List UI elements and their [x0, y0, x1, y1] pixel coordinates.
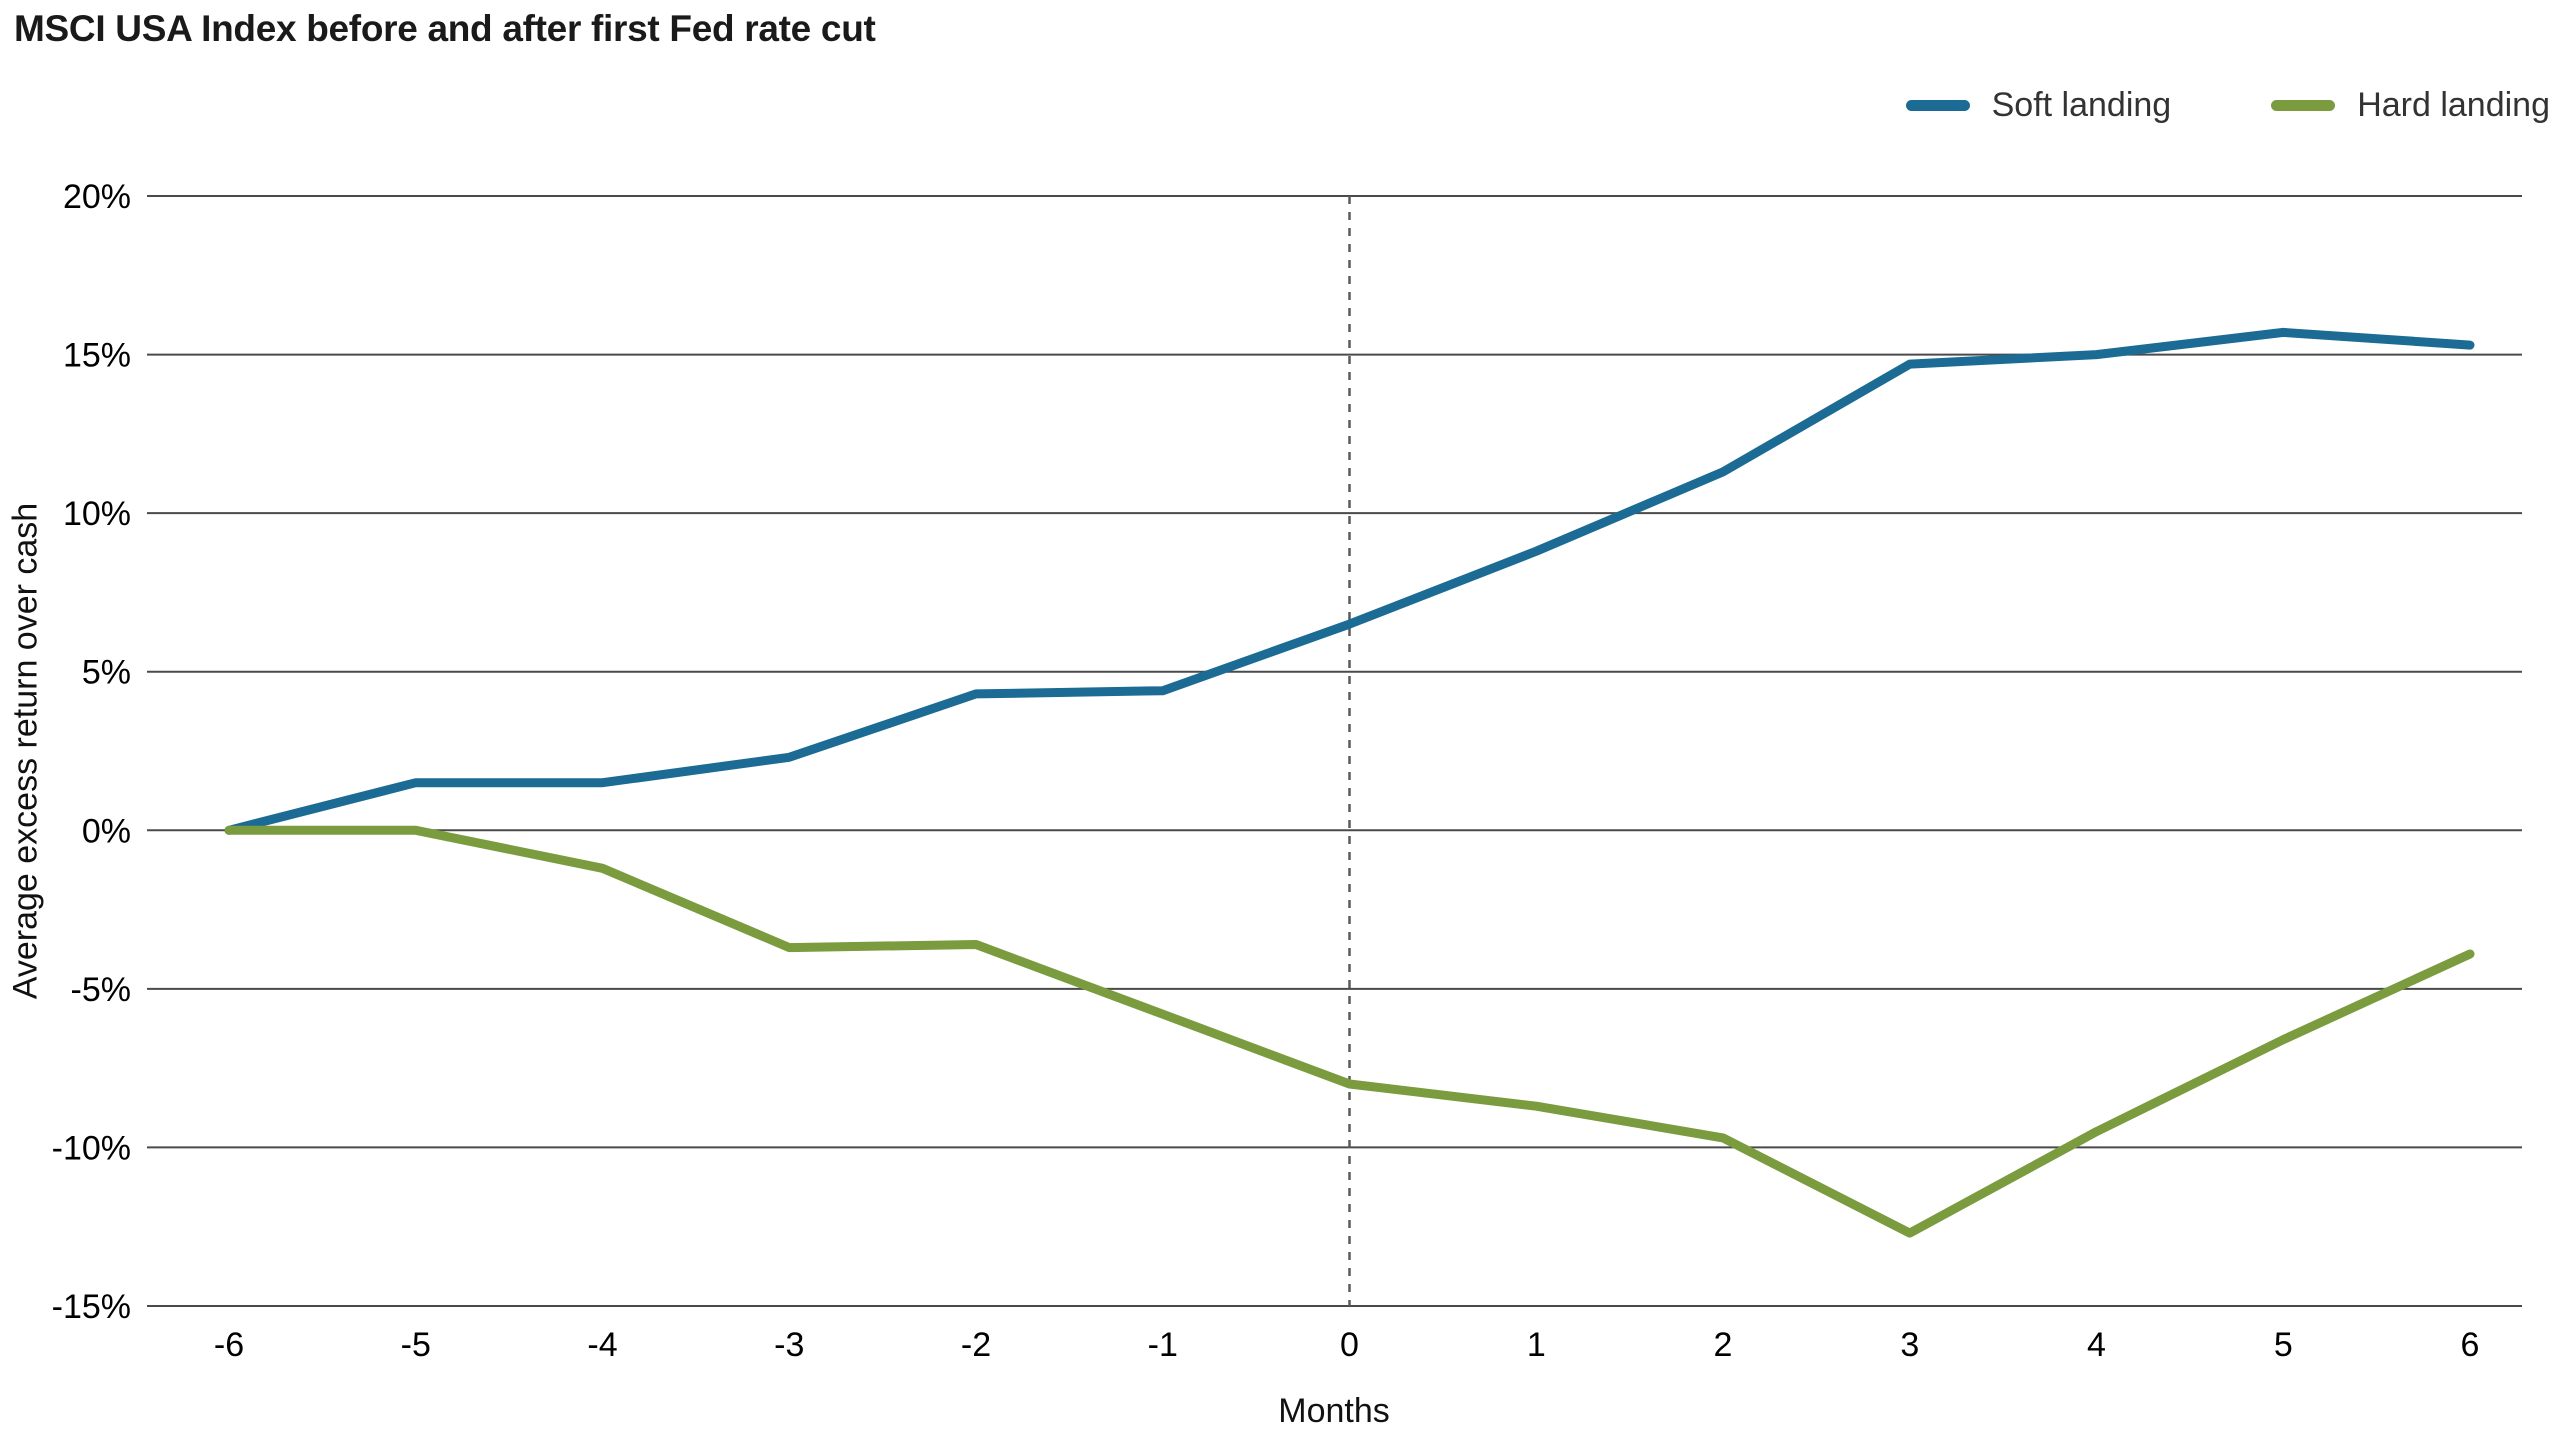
y-tick-label: 15% [63, 337, 131, 375]
x-tick-label: 4 [2087, 1326, 2106, 1364]
y-tick-label: 0% [82, 812, 131, 850]
x-tick-label: -3 [774, 1326, 804, 1364]
hard-landing-line-swatch [2271, 100, 2336, 111]
series-line-hard-landing [224, 825, 2475, 1238]
legend-item-soft-landing: Soft landing [1905, 86, 2172, 125]
y-tick-label: 5% [82, 654, 131, 692]
y-tick-label: -15% [52, 1288, 131, 1326]
chart-title: MSCI USA Index before and after first Fe… [14, 8, 876, 49]
x-tick-label: -6 [214, 1326, 244, 1364]
legend: Soft landing Hard landing [1905, 86, 2550, 125]
y-tick-label: -5% [71, 971, 131, 1009]
y-tick-label: 20% [63, 178, 131, 216]
legend-label-hard-landing: Hard landing [2357, 86, 2550, 124]
x-tick-label: 3 [1900, 1326, 1919, 1364]
x-tick-label: 6 [2461, 1326, 2480, 1364]
legend-item-hard-landing: Hard landing [2271, 86, 2550, 125]
soft-landing-line-swatch [1905, 100, 1970, 111]
x-tick-label: -5 [401, 1326, 431, 1364]
series-line-soft-landing [224, 327, 2475, 835]
x-tick-label: 1 [1527, 1326, 1546, 1364]
y-tick-label: 10% [63, 495, 131, 533]
x-tick-label: -4 [587, 1326, 617, 1364]
x-axis-label: Months [1278, 1392, 1390, 1430]
x-tick-label: -1 [1148, 1326, 1178, 1364]
x-tick-label: -2 [961, 1326, 991, 1364]
y-tick-label: -10% [52, 1129, 131, 1167]
legend-label-soft-landing: Soft landing [1991, 86, 2172, 124]
x-tick-label: 5 [2274, 1326, 2293, 1364]
x-tick-label: 0 [1340, 1326, 1359, 1364]
x-tick-label: 2 [1714, 1326, 1733, 1364]
